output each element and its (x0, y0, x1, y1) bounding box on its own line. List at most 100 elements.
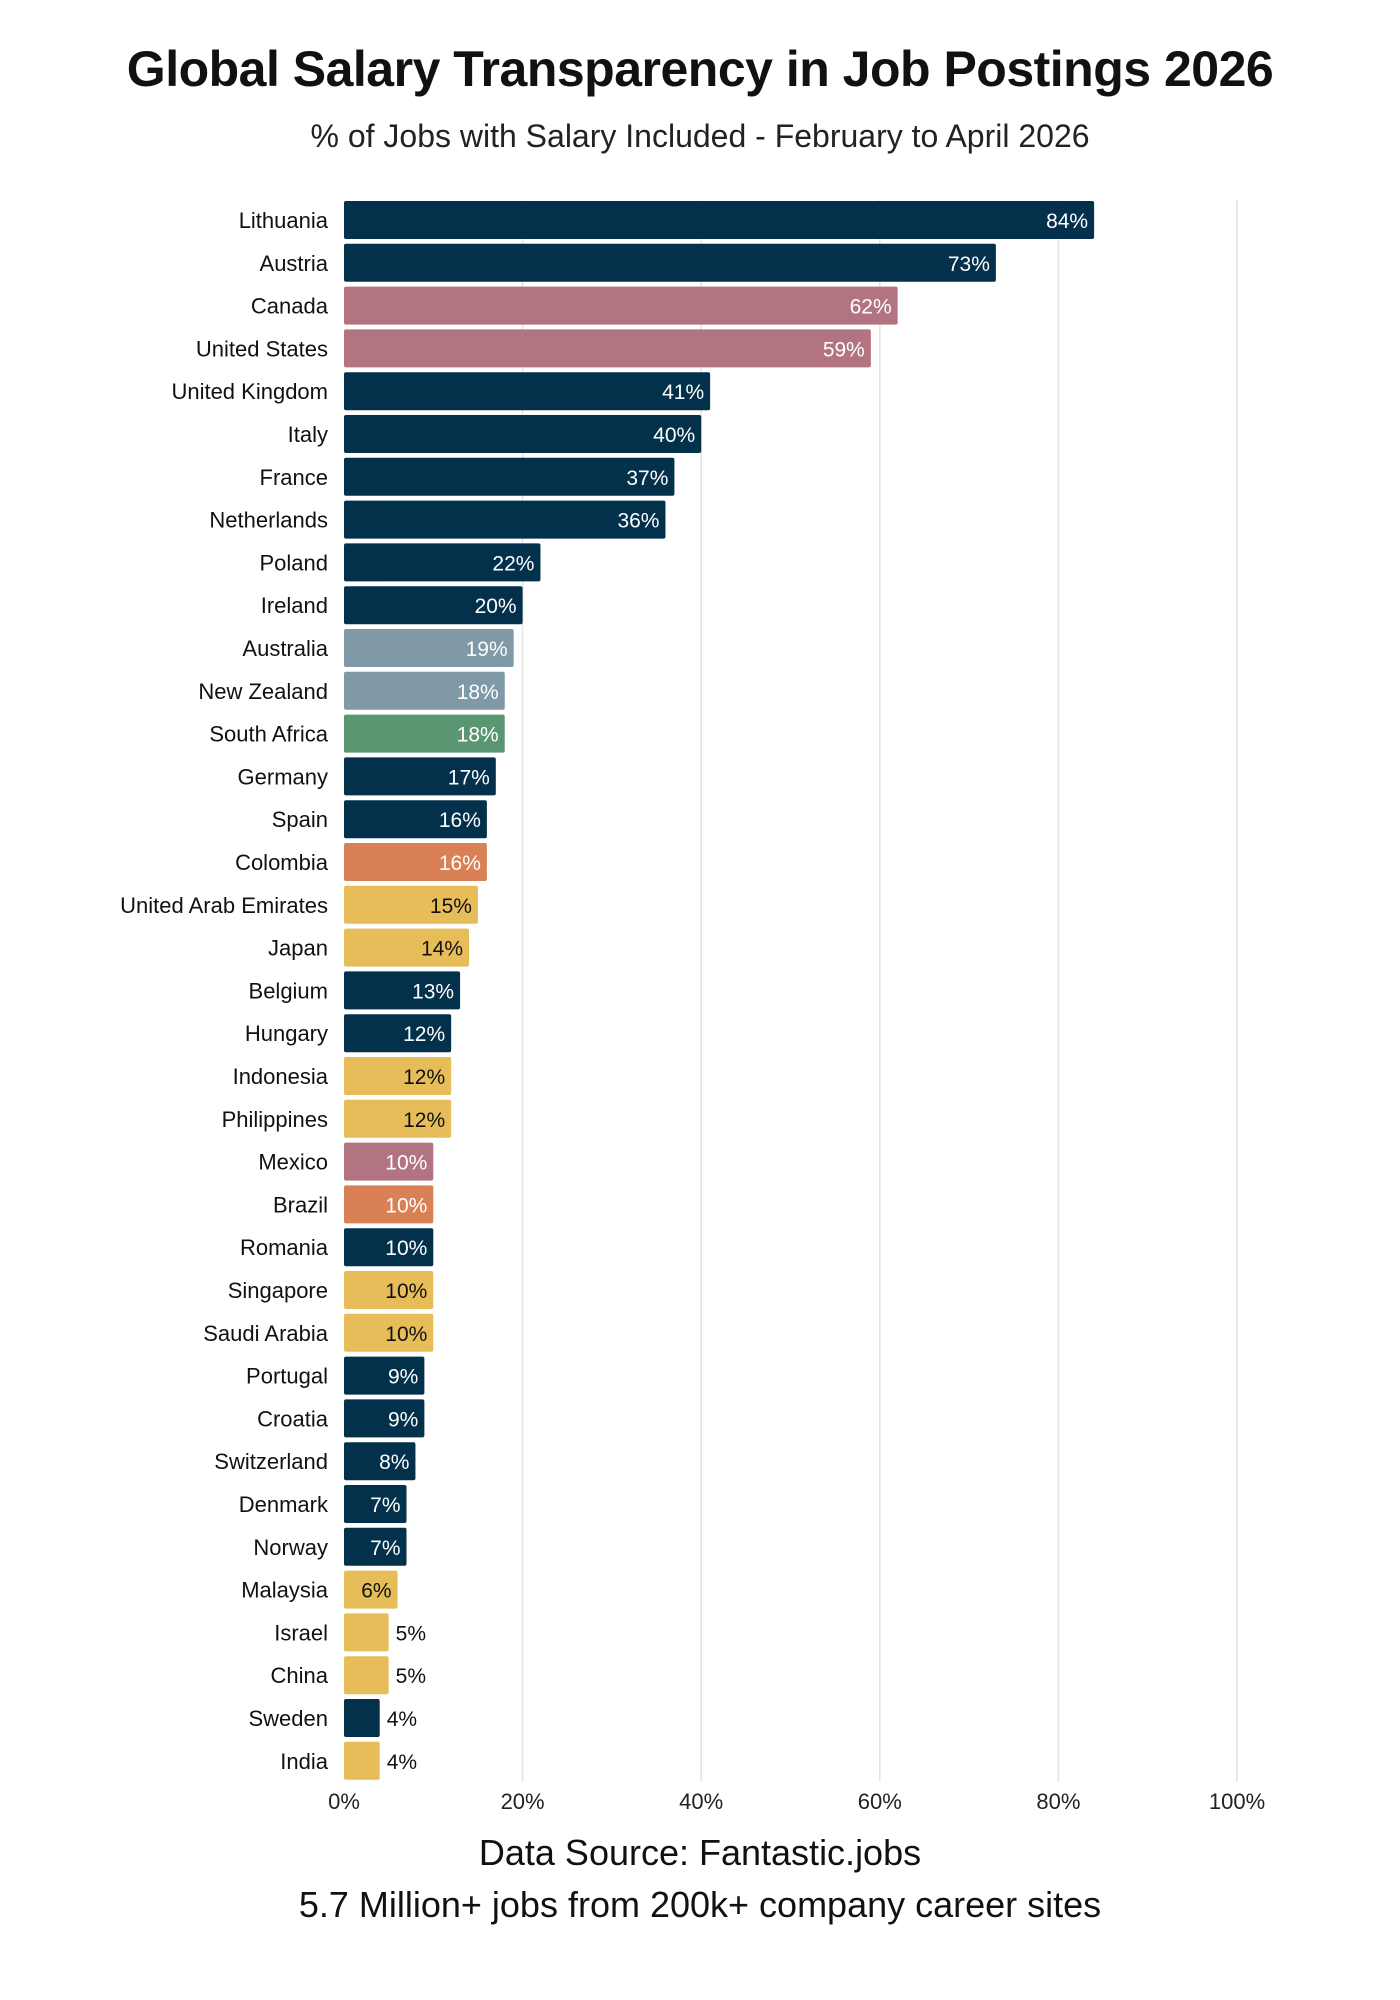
bar (344, 286, 898, 325)
bar (344, 586, 523, 625)
category-label: Germany (238, 764, 328, 789)
data-label: 16% (439, 852, 481, 875)
category-label: Italy (288, 422, 328, 447)
bar (344, 500, 666, 539)
category-label: United Arab Emirates (120, 893, 328, 918)
bar (344, 1656, 389, 1695)
data-label: 12% (403, 1109, 445, 1132)
bar (344, 543, 541, 582)
data-label: 5% (396, 1665, 426, 1688)
bar (344, 1485, 407, 1523)
data-label: 15% (430, 895, 472, 918)
x-tick-label: 40% (679, 1789, 723, 1814)
data-label: 73% (948, 253, 990, 276)
category-label: Brazil (273, 1192, 328, 1217)
category-label: Sweden (248, 1706, 328, 1731)
x-tick-label: 100% (1209, 1789, 1265, 1814)
data-label: 17% (448, 766, 490, 789)
bar (344, 714, 505, 753)
x-tick-label: 20% (501, 1789, 545, 1814)
category-label: Lithuania (239, 208, 329, 233)
data-label: 59% (823, 338, 865, 361)
bar (344, 885, 478, 924)
bar (344, 243, 996, 282)
category-label: Romania (240, 1235, 329, 1260)
data-label: 13% (412, 980, 454, 1003)
bar (344, 1057, 452, 1095)
bar (344, 757, 496, 796)
bar (344, 1570, 398, 1609)
category-label: France (260, 465, 328, 490)
bar (344, 1014, 452, 1053)
category-label: Switzerland (214, 1449, 328, 1474)
data-label: 40% (653, 424, 695, 447)
bar (344, 415, 702, 453)
data-label: 18% (457, 681, 499, 704)
category-label: United Kingdom (171, 379, 328, 404)
data-label: 10% (385, 1323, 427, 1346)
category-label: China (271, 1663, 329, 1688)
bar (344, 1699, 380, 1737)
bar (344, 671, 505, 710)
data-label: 8% (379, 1451, 409, 1474)
category-label: United States (196, 336, 328, 361)
category-label: New Zealand (198, 679, 328, 704)
data-label: 4% (387, 1708, 417, 1731)
bar (344, 201, 1095, 239)
bar (344, 329, 871, 368)
category-label: Spain (272, 807, 328, 832)
data-label: 5% (396, 1622, 426, 1645)
category-label: Belgium (249, 978, 328, 1003)
data-label: 12% (403, 1023, 445, 1046)
bar (344, 843, 487, 881)
category-label: India (280, 1749, 328, 1774)
data-label: 9% (388, 1408, 418, 1431)
category-label: Japan (268, 936, 328, 961)
category-label: Australia (242, 636, 328, 661)
bar (344, 1613, 389, 1652)
data-source: Data Source: Fantastic.jobs (478, 1832, 922, 1873)
bar (344, 372, 711, 411)
data-label: 10% (385, 1237, 427, 1260)
bar (344, 1142, 434, 1181)
bar (344, 928, 470, 967)
bar (344, 1313, 434, 1352)
category-label: South Africa (209, 722, 328, 747)
category-label: Norway (253, 1535, 328, 1560)
bar (344, 1185, 434, 1224)
category-label: Ireland (261, 593, 328, 618)
category-label: Saudi Arabia (203, 1321, 329, 1346)
data-label: 16% (439, 809, 481, 832)
category-label: Croatia (257, 1406, 329, 1431)
chart-subtitle: % of Jobs with Salary Included - Februar… (310, 118, 1090, 154)
category-label: Israel (274, 1620, 328, 1645)
bar (344, 629, 514, 667)
bar (344, 1399, 425, 1438)
category-label: Philippines (222, 1107, 328, 1132)
category-label: Hungary (245, 1021, 328, 1046)
bar (344, 1271, 434, 1309)
data-label: 19% (466, 638, 508, 661)
data-label: 22% (492, 552, 534, 575)
data-label: 20% (475, 595, 517, 618)
category-label: Denmark (239, 1492, 329, 1517)
category-label: Canada (251, 294, 329, 319)
x-tick-label: 60% (858, 1789, 902, 1814)
bar (344, 1442, 416, 1481)
data-label: 12% (403, 1066, 445, 1089)
x-tick-label: 80% (1036, 1789, 1080, 1814)
data-label: 10% (385, 1280, 427, 1303)
x-tick-label: 0% (328, 1789, 360, 1814)
data-label: 41% (662, 381, 704, 404)
data-label: 4% (387, 1751, 417, 1774)
bar (344, 1356, 425, 1395)
data-label: 36% (617, 510, 659, 533)
chart-title: Global Salary Transparency in Job Postin… (126, 41, 1274, 97)
data-label: 6% (361, 1580, 391, 1603)
bar (344, 457, 675, 496)
category-label: Portugal (246, 1364, 328, 1389)
category-label: Colombia (235, 850, 329, 875)
category-label: Poland (259, 550, 328, 575)
data-label: 18% (457, 724, 499, 747)
